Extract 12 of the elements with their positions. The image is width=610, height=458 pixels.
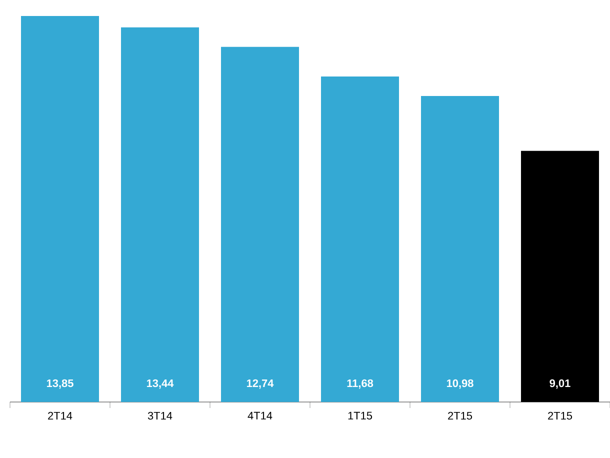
x-tick-label: 1T15 xyxy=(348,412,372,420)
data-label: 13,44 xyxy=(146,379,174,389)
x-tick-label: 2T14 xyxy=(48,412,72,420)
x-tick-label: 2T15 xyxy=(548,412,572,420)
data-label: 10,98 xyxy=(446,379,474,389)
x-tick-label: 4T14 xyxy=(248,412,272,420)
data-label: 11,68 xyxy=(347,379,374,389)
data-label: 13,85 xyxy=(46,379,74,389)
x-tick-label: 3T14 xyxy=(148,412,172,420)
x-tick-label: 2T15 xyxy=(448,412,472,420)
data-label: 9,01 xyxy=(550,379,570,389)
data-label: 12,74 xyxy=(246,379,274,389)
